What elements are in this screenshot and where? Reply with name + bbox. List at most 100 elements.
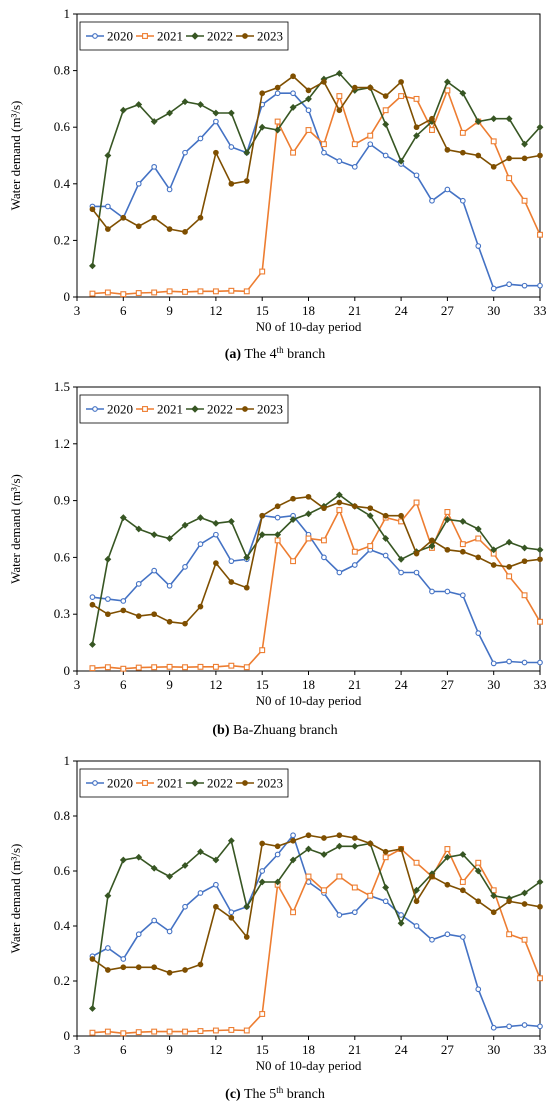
data-point-2021 bbox=[166, 663, 173, 670]
y-tick-label: 1 bbox=[64, 6, 71, 21]
data-point-2021 bbox=[506, 175, 513, 182]
data-point-2022 bbox=[335, 491, 343, 499]
data-point-2020 bbox=[290, 90, 296, 97]
data-point-2022 bbox=[89, 262, 96, 270]
data-point-2020 bbox=[351, 163, 358, 170]
legend-marker-2020 bbox=[92, 780, 98, 786]
data-point-2021 bbox=[166, 1028, 173, 1035]
legend-label-2020: 2020 bbox=[107, 29, 133, 44]
data-point-2020 bbox=[213, 881, 219, 888]
data-point-2022 bbox=[289, 516, 297, 523]
data-point-2022 bbox=[289, 103, 297, 111]
plot-frame bbox=[76, 13, 541, 298]
caption-label: (c) bbox=[225, 1087, 241, 1102]
data-point-2023 bbox=[290, 73, 296, 80]
panel-caption: (a) The 4th branch bbox=[225, 345, 325, 362]
data-point-2023 bbox=[336, 832, 343, 839]
data-point-2020 bbox=[274, 514, 281, 521]
data-point-2020 bbox=[490, 660, 497, 667]
legend-label-2023: 2023 bbox=[257, 776, 283, 791]
data-point-2023 bbox=[521, 155, 528, 162]
data-point-2022 bbox=[166, 109, 174, 117]
data-point-2023 bbox=[429, 537, 435, 544]
x-tick-label: 6 bbox=[120, 1042, 127, 1057]
data-point-2021 bbox=[336, 507, 343, 514]
data-point-2022 bbox=[335, 842, 343, 850]
data-point-2023 bbox=[382, 848, 389, 855]
y-tick-label: 0 bbox=[64, 289, 71, 304]
data-point-2021 bbox=[89, 665, 96, 672]
data-point-2023 bbox=[213, 149, 219, 156]
legend-marker-2022 bbox=[191, 32, 199, 40]
data-point-2020 bbox=[537, 659, 543, 666]
data-point-2020 bbox=[182, 149, 188, 156]
data-point-2021 bbox=[490, 138, 497, 145]
data-point-2020 bbox=[429, 936, 435, 943]
data-point-2020 bbox=[537, 282, 543, 289]
data-point-2020 bbox=[105, 203, 111, 210]
data-point-2023 bbox=[382, 93, 389, 99]
data-point-2021 bbox=[274, 537, 281, 544]
data-point-2023 bbox=[444, 146, 451, 153]
data-point-2023 bbox=[537, 556, 543, 563]
data-point-2023 bbox=[413, 124, 420, 131]
data-point-2021 bbox=[305, 127, 312, 133]
data-point-2022 bbox=[474, 867, 482, 875]
data-point-2021 bbox=[166, 288, 173, 295]
data-point-2021 bbox=[320, 537, 327, 544]
data-point-2022 bbox=[243, 903, 251, 911]
x-tick-label: 18 bbox=[302, 1042, 315, 1057]
data-point-2021 bbox=[521, 197, 528, 204]
data-point-2023 bbox=[120, 214, 127, 221]
data-point-2023 bbox=[321, 79, 327, 85]
data-point-2023 bbox=[444, 546, 451, 553]
data-point-2022 bbox=[274, 531, 282, 539]
data-point-2020 bbox=[274, 851, 281, 858]
data-point-2022 bbox=[320, 851, 328, 858]
data-point-2021 bbox=[290, 558, 297, 565]
data-point-2021 bbox=[212, 663, 219, 670]
data-point-2020 bbox=[475, 986, 482, 993]
legend-marker-2020 bbox=[92, 406, 98, 412]
data-point-2022 bbox=[150, 864, 158, 872]
data-point-2023 bbox=[305, 87, 312, 94]
data-point-2023 bbox=[243, 584, 250, 591]
data-point-2021 bbox=[182, 1028, 188, 1035]
data-point-2021 bbox=[104, 664, 111, 671]
data-point-2020 bbox=[351, 562, 358, 568]
x-tick-label: 9 bbox=[166, 1042, 173, 1057]
data-point-2022 bbox=[104, 892, 112, 900]
data-point-2020 bbox=[120, 956, 127, 962]
data-point-2022 bbox=[413, 132, 420, 140]
data-point-2023 bbox=[521, 901, 528, 907]
chart-panel-1: 0 0.3 0.6 0.9 1.2 1.5 3 6 9 12 15 18 21 24 27 30 33 N0 of… bbox=[8, 379, 547, 738]
data-point-2020 bbox=[521, 1022, 528, 1028]
data-point-2021 bbox=[104, 1028, 111, 1035]
data-point-2021 bbox=[120, 665, 127, 672]
y-tick-label: 1.5 bbox=[54, 379, 70, 394]
series-line-2023 bbox=[91, 495, 541, 625]
data-point-2022 bbox=[119, 514, 127, 522]
data-point-2020 bbox=[398, 912, 404, 918]
data-point-2020 bbox=[151, 567, 158, 574]
data-point-2022 bbox=[274, 126, 282, 134]
legend-marker-2023 bbox=[242, 33, 248, 39]
data-point-2022 bbox=[490, 115, 498, 123]
data-point-2022 bbox=[227, 518, 235, 525]
data-point-2022 bbox=[536, 878, 544, 886]
data-point-2021 bbox=[506, 931, 513, 938]
data-point-2022 bbox=[258, 123, 266, 131]
y-axis-title: Water demand (m³/s) bbox=[8, 101, 23, 211]
data-point-2023 bbox=[459, 887, 466, 894]
data-point-2023 bbox=[151, 611, 158, 618]
data-point-2022 bbox=[382, 884, 390, 891]
data-point-2023 bbox=[429, 873, 435, 880]
caption-superscript: th bbox=[277, 345, 285, 355]
data-point-2020 bbox=[105, 596, 111, 602]
data-point-2020 bbox=[382, 152, 389, 159]
data-point-2020 bbox=[459, 934, 466, 940]
data-point-2022 bbox=[135, 101, 143, 108]
data-point-2023 bbox=[490, 562, 497, 568]
x-tick-label: 24 bbox=[395, 1042, 409, 1057]
data-point-2021 bbox=[290, 909, 297, 916]
